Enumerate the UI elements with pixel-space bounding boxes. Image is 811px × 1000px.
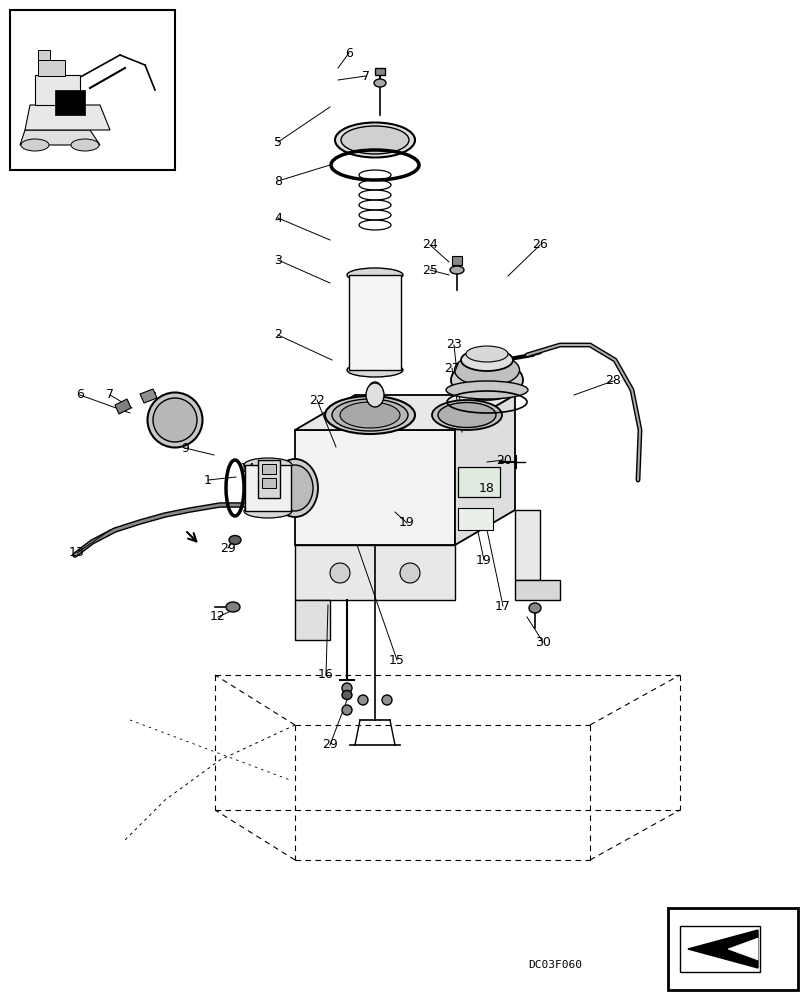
Polygon shape <box>294 395 514 430</box>
Text: 2: 2 <box>274 328 281 342</box>
Text: 18: 18 <box>478 482 495 494</box>
Ellipse shape <box>329 563 350 583</box>
Ellipse shape <box>335 123 414 158</box>
Ellipse shape <box>374 79 385 87</box>
Polygon shape <box>514 510 539 580</box>
Text: 16: 16 <box>318 668 333 682</box>
Text: 27: 27 <box>444 361 459 374</box>
Polygon shape <box>454 395 514 545</box>
Text: 17: 17 <box>495 599 510 612</box>
Text: 8: 8 <box>273 175 281 188</box>
Polygon shape <box>687 930 757 968</box>
Text: 19: 19 <box>399 516 414 530</box>
Ellipse shape <box>449 266 463 274</box>
Ellipse shape <box>341 690 351 700</box>
Ellipse shape <box>272 459 318 517</box>
Text: 23: 23 <box>445 338 461 352</box>
Ellipse shape <box>454 354 519 386</box>
Polygon shape <box>20 130 100 145</box>
Ellipse shape <box>21 139 49 151</box>
Ellipse shape <box>243 458 292 472</box>
Text: 9: 9 <box>181 442 189 454</box>
Polygon shape <box>294 430 454 545</box>
Bar <box>10 10 175 170</box>
Polygon shape <box>38 60 65 76</box>
Text: 22: 22 <box>309 393 324 406</box>
Text: 12: 12 <box>210 610 225 624</box>
Ellipse shape <box>341 126 409 154</box>
Text: 24: 24 <box>422 238 437 251</box>
Ellipse shape <box>243 504 292 518</box>
Ellipse shape <box>528 603 540 613</box>
Bar <box>457 467 500 497</box>
Polygon shape <box>679 926 759 972</box>
Bar <box>667 908 797 990</box>
Ellipse shape <box>341 705 351 715</box>
Polygon shape <box>452 256 461 265</box>
Text: 20: 20 <box>496 454 511 466</box>
Ellipse shape <box>340 402 400 428</box>
Ellipse shape <box>277 465 312 511</box>
Text: 6: 6 <box>76 388 84 401</box>
Ellipse shape <box>431 400 501 430</box>
Ellipse shape <box>381 695 392 705</box>
Text: 3: 3 <box>274 253 281 266</box>
Polygon shape <box>294 600 329 640</box>
Text: 15: 15 <box>388 654 405 666</box>
Text: 28: 28 <box>604 374 620 387</box>
Polygon shape <box>727 938 757 960</box>
Polygon shape <box>514 580 560 600</box>
Text: 4: 4 <box>274 212 281 225</box>
Text: 7: 7 <box>362 70 370 83</box>
Ellipse shape <box>332 399 407 431</box>
Ellipse shape <box>324 396 414 434</box>
Text: 5: 5 <box>273 136 281 149</box>
Bar <box>349 275 401 370</box>
Text: 30: 30 <box>534 636 550 648</box>
Bar <box>258 460 280 498</box>
Text: 6: 6 <box>345 47 353 60</box>
Text: 25: 25 <box>422 263 437 276</box>
Bar <box>262 478 276 488</box>
Polygon shape <box>55 90 85 115</box>
Polygon shape <box>294 545 454 600</box>
Ellipse shape <box>450 360 522 400</box>
Text: 19: 19 <box>475 554 491 566</box>
Text: 26: 26 <box>531 238 547 251</box>
Polygon shape <box>35 75 80 105</box>
Ellipse shape <box>148 392 202 448</box>
Ellipse shape <box>437 402 496 428</box>
Text: 29: 29 <box>220 542 235 554</box>
Bar <box>245 465 290 511</box>
Ellipse shape <box>341 683 351 693</box>
Polygon shape <box>375 68 384 75</box>
Ellipse shape <box>152 398 197 442</box>
Ellipse shape <box>466 346 508 362</box>
Polygon shape <box>25 105 109 130</box>
Text: 7: 7 <box>106 388 114 401</box>
Text: 13: 13 <box>69 546 85 560</box>
Bar <box>457 508 492 530</box>
Ellipse shape <box>225 602 240 612</box>
Ellipse shape <box>346 363 402 377</box>
Ellipse shape <box>368 382 380 394</box>
Text: 29: 29 <box>322 738 337 752</box>
Ellipse shape <box>358 695 367 705</box>
Ellipse shape <box>229 536 241 544</box>
Polygon shape <box>38 50 50 60</box>
Text: 1: 1 <box>204 474 212 487</box>
Ellipse shape <box>346 268 402 282</box>
Polygon shape <box>115 399 131 414</box>
Ellipse shape <box>445 381 527 399</box>
Ellipse shape <box>400 563 419 583</box>
Polygon shape <box>139 389 157 403</box>
Ellipse shape <box>71 139 99 151</box>
Bar <box>262 464 276 474</box>
Text: DC03F060: DC03F060 <box>527 960 581 970</box>
Text: 14: 14 <box>240 462 255 476</box>
Ellipse shape <box>461 349 513 371</box>
Ellipse shape <box>366 383 384 407</box>
